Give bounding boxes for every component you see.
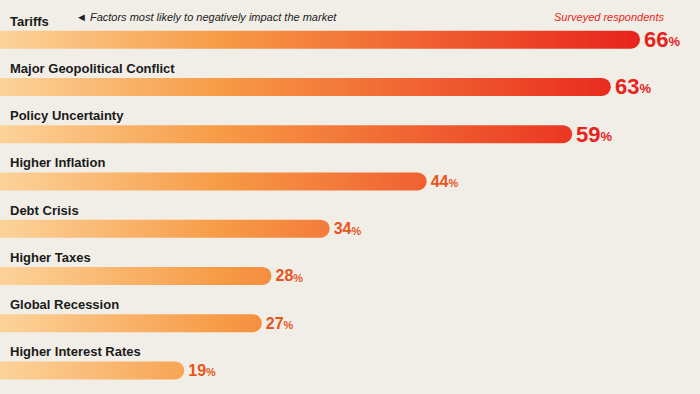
svg-text:63: 63 — [615, 74, 639, 99]
svg-text:%: % — [448, 177, 458, 189]
svg-text:Policy Uncertainty: Policy Uncertainty — [10, 108, 124, 123]
svg-text:%: % — [351, 225, 361, 237]
svg-text:44: 44 — [431, 173, 449, 190]
svg-text:%: % — [639, 81, 651, 96]
svg-text:%: % — [206, 366, 216, 378]
svg-text:Higher Inflation: Higher Inflation — [10, 155, 105, 170]
svg-text:Higher Taxes: Higher Taxes — [10, 250, 91, 265]
svg-text:Surveyed respondents: Surveyed respondents — [554, 11, 665, 23]
svg-text:Debt Crisis: Debt Crisis — [10, 203, 79, 218]
svg-text:Tariffs: Tariffs — [10, 14, 49, 29]
svg-text:59: 59 — [576, 122, 600, 147]
svg-text:%: % — [601, 129, 613, 144]
svg-text:◄ Factors most likely to negat: ◄ Factors most likely to negatively impa… — [76, 11, 337, 23]
svg-text:19: 19 — [188, 362, 206, 379]
svg-text:Major Geopolitical Conflict: Major Geopolitical Conflict — [10, 61, 175, 76]
svg-text:Global Recession: Global Recession — [10, 297, 119, 312]
svg-text:%: % — [668, 34, 680, 49]
svg-text:%: % — [293, 272, 303, 284]
svg-text:Higher Interest Rates: Higher Interest Rates — [10, 344, 141, 359]
svg-text:27: 27 — [266, 315, 284, 332]
svg-text:34: 34 — [334, 220, 352, 237]
svg-text:%: % — [284, 319, 294, 331]
svg-text:66: 66 — [644, 27, 668, 52]
svg-text:28: 28 — [276, 267, 294, 284]
